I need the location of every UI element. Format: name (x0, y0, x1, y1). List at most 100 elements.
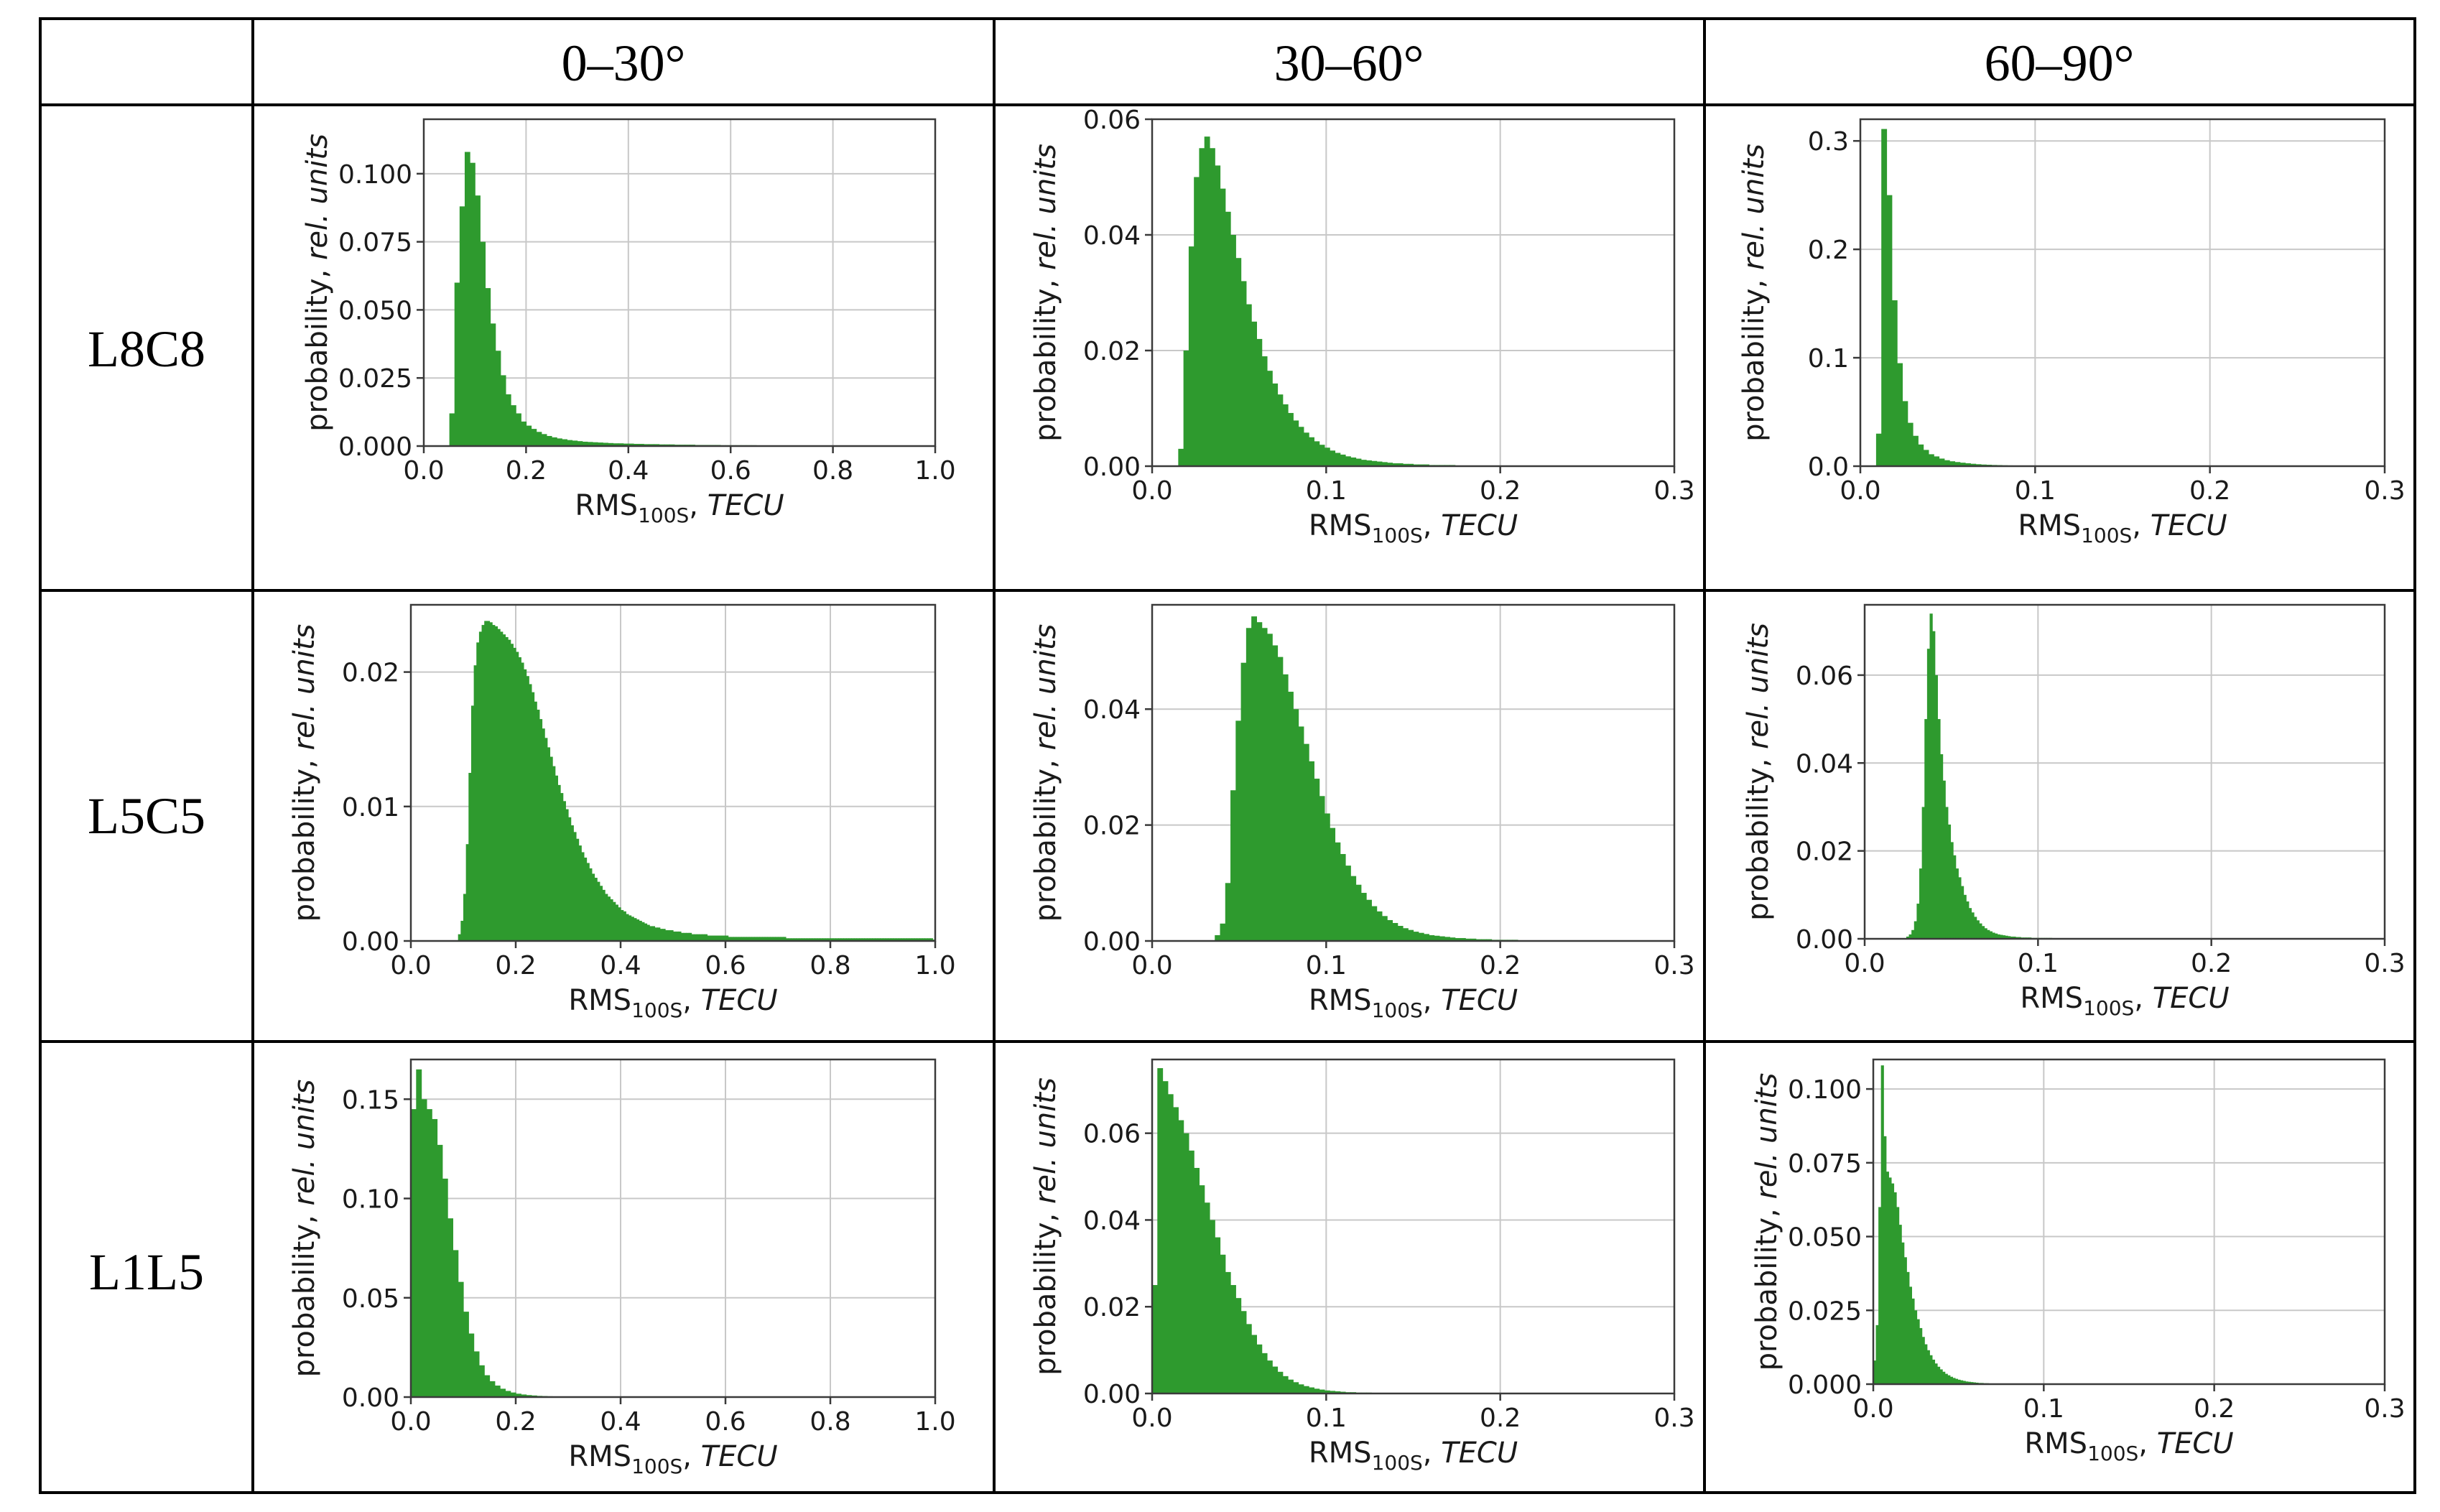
histogram-bar (1272, 383, 1279, 466)
histogram-bar (1371, 460, 1378, 466)
histogram-bar (1911, 1298, 1915, 1384)
histogram-bar (649, 926, 653, 941)
histogram-bar (1418, 932, 1424, 941)
histogram-bar (518, 657, 521, 941)
x-tick-label: 0.0 (1844, 949, 1885, 978)
histogram-bar (1345, 866, 1351, 941)
plot-frame (409, 1058, 937, 1399)
histogram-bar (1903, 1257, 1907, 1384)
histogram-bar (694, 934, 697, 941)
histogram-bar (1261, 356, 1268, 466)
histogram-bar (1429, 934, 1435, 941)
histogram-bar (1319, 445, 1325, 466)
histogram-bar (570, 825, 574, 941)
histogram-bar (1235, 720, 1242, 941)
histogram-bar (1225, 1271, 1231, 1393)
x-axis-label: RMS100S, TECU (1309, 1437, 1518, 1475)
histogram-bar (521, 1394, 527, 1397)
histogram-bar (591, 873, 595, 941)
histogram-bar (1215, 165, 1221, 466)
histogram-bar (623, 443, 629, 446)
histogram-bar (812, 938, 815, 941)
y-tick-label: 0.01 (342, 793, 399, 822)
histogram-bar (929, 938, 933, 941)
histogram-bar (481, 625, 485, 941)
x-axis-label: RMS100S, TECU (568, 1440, 777, 1478)
histogram-bar (621, 909, 624, 941)
histogram-bar (1360, 893, 1367, 941)
histogram-bar (437, 1144, 443, 1397)
histogram-bar (888, 938, 891, 941)
y-axis-label: probability, rel. units (1029, 1077, 1062, 1376)
y-tick-label: 0.02 (1083, 1293, 1141, 1322)
histogram-bar (1303, 432, 1309, 466)
histogram-bar (909, 938, 912, 941)
histogram-bar (1460, 937, 1466, 941)
histogram-bar (1314, 1388, 1320, 1393)
histogram-bar (639, 443, 644, 446)
histogram-bar (631, 917, 634, 941)
histogram-bar (1381, 462, 1388, 466)
histogram-bar (1947, 824, 1952, 939)
x-tick-label: 0.2 (2191, 949, 2232, 978)
histogram-bar (1235, 258, 1242, 466)
histogram-bar (659, 929, 663, 941)
histogram-bar (861, 938, 866, 941)
histogram-bar (1921, 1337, 1925, 1384)
y-tick-label: 0.050 (1788, 1223, 1862, 1253)
histogram-bar (578, 845, 582, 941)
histogram-bar (832, 938, 836, 941)
histogram-bar (662, 929, 666, 941)
histogram-bar (594, 878, 598, 941)
histogram-bar (1173, 1107, 1179, 1393)
histogram-bar (1266, 1360, 1273, 1393)
histogram-bar (1949, 1376, 1953, 1384)
histogram-bar (1288, 412, 1294, 466)
histogram-bar (1944, 460, 1950, 466)
histogram-bar (1979, 923, 1982, 939)
y-axis-label: probability, rel. units (1029, 624, 1062, 922)
y-tick-label: 0.02 (1083, 812, 1141, 841)
histogram-bar (872, 938, 876, 941)
histogram-bar (603, 442, 608, 446)
histogram-bar (1942, 780, 1946, 939)
histogram-bar (754, 937, 758, 941)
histogram-bar (555, 775, 558, 941)
histogram-bar (1873, 1360, 1877, 1384)
y-tick-label: 0.100 (338, 160, 412, 190)
histogram-bar (1335, 1391, 1341, 1393)
histogram-bar (817, 938, 820, 941)
histogram-bar (1950, 842, 1954, 939)
histogram-bar (1966, 901, 1970, 939)
y-tick-label: 0.00 (1796, 925, 1853, 955)
x-tick-label: 0.3 (1653, 1404, 1694, 1433)
histogram-bar (597, 881, 600, 941)
histogram-bar (1355, 458, 1362, 466)
histogram-bar (1245, 304, 1252, 466)
histogram-bar (762, 937, 766, 941)
histogram-bar (1293, 420, 1299, 466)
histogram-bar (552, 766, 556, 941)
histogram-bar (1408, 463, 1414, 466)
histogram-bar (1277, 394, 1284, 466)
histogram-bar (1178, 1120, 1184, 1393)
histogram-bar (521, 662, 524, 941)
histogram-bar (513, 647, 516, 941)
histogram-bar (1303, 1386, 1309, 1393)
histogram-bar (562, 801, 566, 941)
histogram-bar (1408, 929, 1414, 941)
histogram-bar (1934, 1363, 1938, 1384)
histogram-bar (1923, 450, 1929, 466)
histogram-bar (767, 937, 771, 941)
histogram-bar (628, 443, 634, 446)
histogram-bar (1875, 433, 1882, 466)
histogram-bar (1906, 936, 1910, 939)
histogram-bar (480, 241, 486, 446)
histogram-bar (502, 634, 506, 941)
x-tick-label: 0.1 (1306, 951, 1347, 980)
x-axis-label: RMS100S, TECU (1309, 984, 1518, 1022)
histogram-bar (529, 684, 532, 941)
y-tick-label: 0.075 (1788, 1149, 1862, 1179)
x-tick-label: 0.4 (608, 456, 649, 486)
histogram-bar (1288, 1379, 1294, 1393)
